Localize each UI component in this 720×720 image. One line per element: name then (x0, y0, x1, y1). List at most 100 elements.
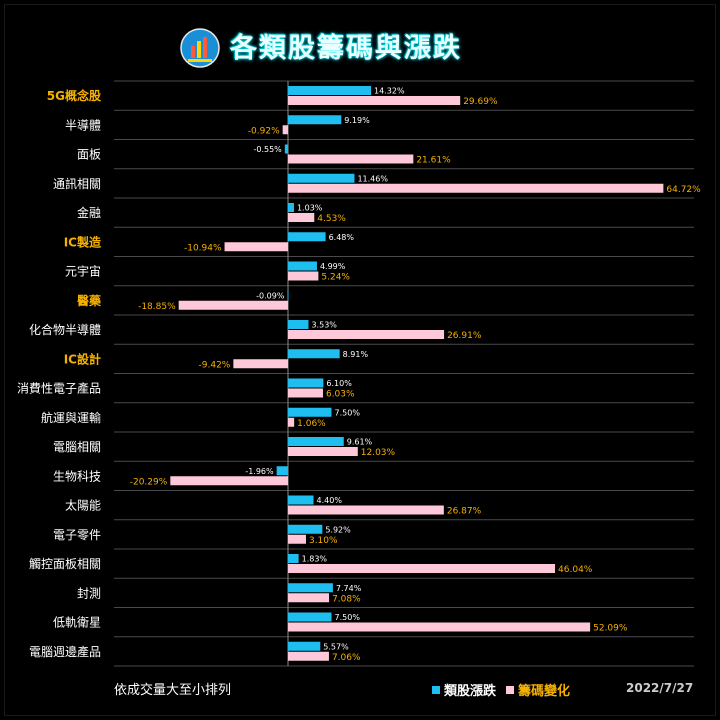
data-label-series2: -18.85% (138, 302, 176, 312)
data-label-series1: 4.99% (320, 262, 346, 271)
data-label-series1: 1.03% (297, 204, 323, 213)
category-label: 電腦相關 (53, 439, 101, 454)
category-label: 消費性電子產品 (17, 381, 101, 396)
bar-series1 (288, 378, 324, 388)
data-label-series1: 7.50% (335, 408, 361, 417)
data-label-series1: 9.19% (344, 116, 370, 125)
data-label-series2: 29.69% (463, 97, 498, 107)
legend-item-series1: 類股漲跌 (432, 680, 496, 699)
bar-series1 (288, 407, 332, 417)
category-label: 生物科技 (53, 469, 101, 483)
category-label: 5G概念股 (47, 88, 102, 103)
bar-series1 (288, 320, 309, 329)
data-label-series2: 12.03% (361, 448, 396, 458)
date-stamp: 2022/7/27 (626, 681, 694, 695)
data-label-series1: 4.40% (317, 496, 343, 505)
bar-series1 (288, 86, 372, 95)
category-label: 金融 (77, 205, 101, 220)
bar-series2 (288, 447, 358, 456)
category-label: 太陽能 (65, 498, 101, 513)
data-label-series1: 9.61% (347, 438, 373, 447)
sort-note: 依成交量大至小排列 (114, 683, 232, 698)
data-label-series1: 11.46% (357, 174, 388, 183)
bar-series1 (288, 524, 323, 534)
legend-label-series1: 類股漲跌 (444, 684, 497, 699)
bar-series1 (288, 583, 333, 593)
category-label: 半導體 (65, 118, 101, 132)
data-label-series2: 21.61% (416, 156, 451, 166)
category-label: 電子零件 (53, 528, 101, 542)
data-label-series1: -1.96% (245, 467, 274, 476)
bar-series1 (288, 349, 340, 359)
bar-series1 (288, 641, 321, 651)
bar-series1 (288, 261, 317, 271)
legend: 類股漲跌 籌碼變化 (432, 680, 580, 699)
bar-series1 (288, 495, 314, 505)
data-label-series1: 3.53% (311, 321, 337, 330)
bar-series2 (288, 183, 664, 193)
data-label-series2: 7.08% (332, 594, 361, 604)
data-label-series1: 6.48% (329, 233, 355, 242)
legend-swatch-series1 (432, 685, 440, 694)
bar-series1 (287, 290, 289, 300)
data-label-series1: 1.83% (302, 555, 328, 564)
category-label: 航運與運輸 (41, 410, 101, 425)
legend-item-series2: 籌碼變化 (506, 680, 570, 699)
bar-series2 (288, 534, 306, 544)
bar-series2 (178, 300, 288, 310)
chart-frame (4, 4, 716, 716)
legend-swatch-series2 (506, 685, 515, 694)
data-label-series2: 3.10% (309, 536, 338, 546)
data-label-series2: 1.06% (297, 419, 326, 429)
data-label-series2: -0.92% (248, 126, 280, 136)
category-label: 化合物半導體 (29, 322, 101, 337)
bar-series2 (288, 213, 315, 222)
data-label-series1: -0.55% (253, 145, 282, 154)
category-label: 觸控面板相關 (29, 556, 101, 571)
bar-series1 (276, 466, 288, 476)
data-label-series2: 46.04% (558, 565, 593, 575)
bar-series1 (288, 232, 326, 242)
bar-series2 (288, 564, 556, 573)
bar-series2 (288, 154, 414, 164)
data-label-series2: 4.53% (317, 214, 346, 224)
data-label-series1: 5.57% (323, 642, 349, 651)
data-label-series2: 6.03% (326, 390, 355, 400)
data-label-series2: 5.24% (321, 273, 350, 283)
bar-series2 (288, 417, 295, 427)
data-label-series1: 6.10% (326, 379, 352, 388)
data-label-series2: -20.29% (130, 477, 168, 487)
bar-series2 (288, 271, 319, 281)
bar-series1 (288, 554, 299, 563)
category-label: 電腦週邊產品 (29, 644, 101, 659)
data-label-series1: 5.92% (325, 525, 351, 534)
category-label: 通訊相關 (53, 176, 101, 191)
category-label: 低軌衛星 (53, 615, 101, 630)
category-label: 元宇宙 (65, 264, 101, 279)
data-label-series2: 52.09% (593, 624, 628, 634)
data-label-series2: -9.42% (199, 360, 231, 370)
bar-series1 (288, 115, 342, 125)
data-label-series1: 7.50% (335, 613, 361, 622)
data-label-series1: 7.74% (336, 584, 362, 593)
legend-label-series2: 籌碼變化 (518, 684, 571, 699)
bar-series1 (288, 437, 344, 446)
category-label: 面板 (77, 148, 101, 162)
data-label-series1: 8.91% (343, 350, 369, 359)
data-label-series2: 64.72% (666, 185, 701, 195)
bar-series1 (288, 612, 332, 622)
bar-series1 (288, 173, 355, 183)
bar-series2 (288, 388, 323, 398)
data-label-series1: -0.09% (256, 291, 285, 300)
data-label-series2: 26.87% (447, 507, 482, 517)
chart-title: 各類股籌碼與漲跌 (230, 33, 462, 64)
bar-series2 (288, 622, 591, 632)
data-label-series2: -10.94% (184, 243, 222, 253)
bar-series2 (224, 242, 288, 252)
bar-series1 (284, 144, 288, 154)
category-label: 醫藥 (77, 293, 102, 308)
data-label-series2: 26.91% (447, 331, 482, 341)
bar-series2 (282, 125, 288, 135)
category-label: IC製造 (64, 234, 102, 249)
